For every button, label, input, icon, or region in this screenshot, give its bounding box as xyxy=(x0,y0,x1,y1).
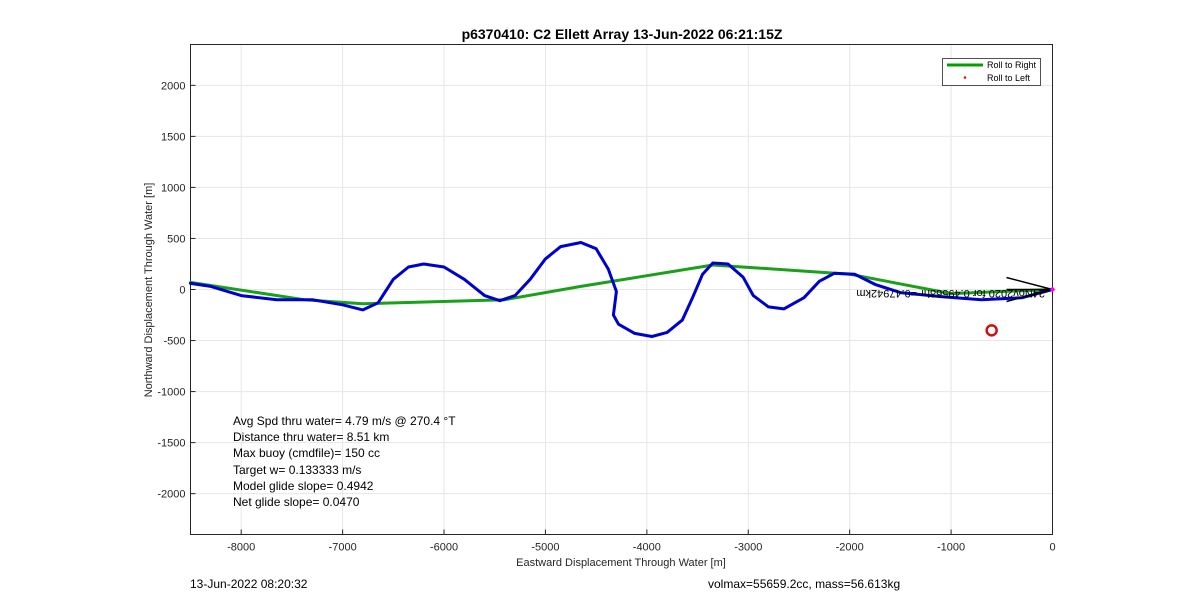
footer-timestamp: 13-Jun-2022 08:20:32 xyxy=(190,577,308,591)
start-position-marker xyxy=(1050,287,1055,292)
y-tick-label: -500 xyxy=(163,336,185,348)
series-layer xyxy=(189,241,1054,338)
x-tick-label: -5000 xyxy=(531,542,559,554)
stats-text-block: Avg Spd thru water= 4.79 m/s @ 270.4 °T … xyxy=(233,414,456,509)
stat-max-buoy: Max buoy (cmdfile)= 150 cc xyxy=(233,446,380,460)
stat-model-glide-slope: Model glide slope= 0.4942 xyxy=(233,479,374,493)
legend-label-roll-left: Roll to Left xyxy=(987,73,1031,83)
y-axis-ticks: -2000 -1500 -1000 -500 0 500 1000 1500 2000 xyxy=(157,80,196,501)
x-tick-label: 0 xyxy=(1049,542,1055,554)
end-position-marker xyxy=(985,324,998,337)
y-tick-label: 2000 xyxy=(161,80,185,92)
stat-distance: Distance thru water= 8.51 km xyxy=(233,430,389,444)
stat-target-w: Target w= 0.133333 m/s xyxy=(233,463,361,477)
y-tick-label: 1500 xyxy=(161,131,185,143)
legend: Roll to Right Roll to Left xyxy=(942,58,1041,86)
y-axis-label: Northward Displacement Through Water [m] xyxy=(143,183,155,398)
x-tick-label: -6000 xyxy=(430,542,458,554)
x-tick-label: -3000 xyxy=(734,542,762,554)
y-tick-label: 500 xyxy=(167,233,185,245)
x-tick-label: -2000 xyxy=(836,542,864,554)
x-tick-label: -8000 xyxy=(227,542,255,554)
chart-title: p6370410: C2 Ellett Array 13-Jun-2022 06… xyxy=(462,26,783,42)
grid xyxy=(190,44,1053,535)
y-tick-label: 1000 xyxy=(161,182,185,194)
y-tick-label: -2000 xyxy=(157,489,185,501)
x-tick-label: -4000 xyxy=(633,542,661,554)
footer-mass-info: volmax=55659.2cc, mass=56.613kg xyxy=(708,577,901,591)
legend-label-roll-right: Roll to Right xyxy=(987,60,1037,70)
y-tick-label: 0 xyxy=(179,285,185,297)
x-axis-ticks: -8000 -7000 -6000 -5000 -4000 -3000 -2000 -1000… xyxy=(227,529,1056,554)
stat-avg-speed: Avg Spd thru water= 4.79 m/s @ 270.4 °T xyxy=(233,414,456,428)
annotation-layer: 24Nov2020 for 0.49568hr =0.47942km xyxy=(856,276,1056,337)
legend-marker-roll-left xyxy=(963,76,967,79)
legend-box xyxy=(942,58,1041,86)
stat-net-glide-slope: Net glide slope= 0.0470 xyxy=(233,495,360,509)
x-tick-label: -1000 xyxy=(937,542,965,554)
x-axis-label: Eastward Displacement Through Water [m] xyxy=(516,557,726,569)
heading-annotation: 24Nov2020 for 0.49568hr =0.47942km xyxy=(856,287,1045,299)
y-tick-label: -1500 xyxy=(157,438,185,450)
glider-track-line xyxy=(189,241,1054,338)
y-tick-label: -1000 xyxy=(157,387,185,399)
x-tick-label: -7000 xyxy=(329,542,357,554)
